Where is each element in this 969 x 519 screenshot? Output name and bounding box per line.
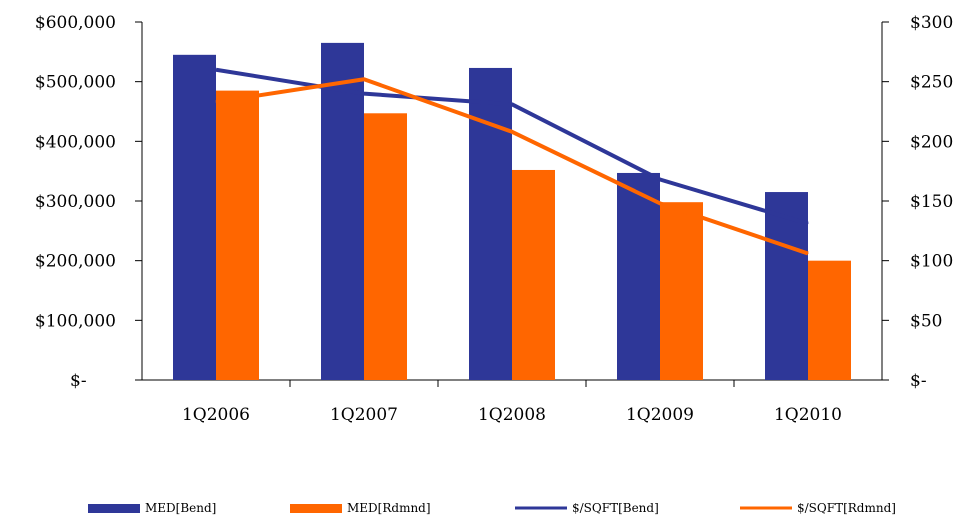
- point-sqft-rdmnd-1q2010: [807, 253, 809, 255]
- point-sqft-bend-1q2006: [215, 69, 217, 71]
- left-axis-tick-label: $600,000: [35, 13, 116, 33]
- right-axis-tick-label: $200: [910, 132, 953, 152]
- bar-med-bend-1q2008: [469, 67, 512, 381]
- point-sqft-rdmnd-1q2008: [511, 131, 513, 133]
- bar-med-rdmnd-1q2007: [364, 113, 407, 380]
- right-axis-tick-label: $50: [910, 311, 942, 331]
- right-axis-tick-label: $-: [910, 371, 927, 391]
- lines-group: [215, 67, 809, 256]
- point-sqft-rdmnd-1q2006: [215, 101, 217, 103]
- right-y-axis: $- $50 $100 $150 $200 $250 $300: [881, 13, 953, 391]
- x-axis-tick-label: 1Q2006: [182, 405, 250, 425]
- bar-med-bend-1q2009: [617, 172, 660, 380]
- left-axis-tick-label: $400,000: [35, 132, 116, 152]
- point-sqft-bend-1q2008: [511, 103, 513, 105]
- left-axis-tick-label: $-: [70, 371, 87, 391]
- bar-med-rdmnd-1q2010: [808, 260, 851, 380]
- bar-med-bend-1q2006: [173, 54, 216, 381]
- x-axis-tick-label: 1Q2010: [774, 405, 842, 425]
- x-axis-tick-label: 1Q2008: [478, 405, 546, 425]
- legend-label-sqft-bend: $/SQFT[Bend]: [572, 501, 659, 515]
- point-sqft-rdmnd-1q2007: [363, 78, 365, 80]
- bars-group: [173, 42, 851, 381]
- point-sqft-rdmnd-1q2009: [659, 202, 661, 204]
- point-sqft-bend-1q2009: [659, 179, 661, 181]
- left-axis-tick-label: $100,000: [35, 311, 116, 331]
- right-axis-tick-label: $250: [910, 73, 953, 93]
- legend: MED[Bend] MED[Rdmnd] $/SQFT[Bend] $/SQFT[Rd…: [88, 501, 896, 515]
- x-axis-tick-label: 1Q2007: [330, 405, 398, 425]
- legend-label-med-bend: MED[Bend]: [145, 501, 216, 515]
- left-y-axis: $- $100,000 $200,000 $300,000 $400,000 $500,0…: [35, 13, 143, 391]
- x-axis-tick-label: 1Q2009: [626, 405, 694, 425]
- point-sqft-bend-1q2010: [807, 223, 809, 225]
- point-sqft-bend-1q2007: [363, 93, 365, 95]
- legend-swatch-med-rdmnd: [290, 504, 342, 513]
- bar-med-bend-1q2007: [321, 42, 364, 381]
- legend-label-med-rdmnd: MED[Rdmnd]: [347, 501, 431, 515]
- right-axis-tick-label: $300: [910, 13, 953, 33]
- left-axis-tick-label: $300,000: [35, 192, 116, 212]
- x-axis: 1Q2006 1Q2007 1Q2008 1Q2009 1Q2010: [135, 379, 889, 425]
- bar-med-rdmnd-1q2008: [512, 169, 555, 380]
- legend-swatch-med-bend: [88, 504, 140, 513]
- bar-med-rdmnd-1q2009: [660, 202, 703, 380]
- bar-med-rdmnd-1q2006: [216, 90, 259, 380]
- left-axis-tick-label: $200,000: [35, 252, 116, 272]
- legend-label-sqft-rdmnd: $/SQFT[Rdmnd]: [797, 501, 896, 515]
- right-axis-tick-label: $100: [910, 252, 953, 272]
- right-axis-tick-label: $150: [910, 192, 953, 212]
- left-axis-tick-label: $500,000: [35, 73, 116, 93]
